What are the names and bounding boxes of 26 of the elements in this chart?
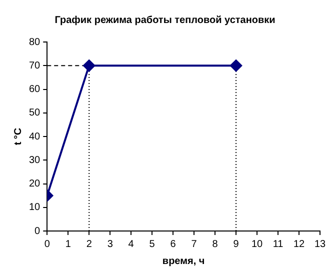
y-tick-label: 40 [29, 131, 41, 142]
x-tick-label: 13 [314, 238, 326, 250]
x-axis-title: время, ч [162, 256, 205, 267]
x-tick-label: 12 [293, 238, 306, 250]
x-tick-label: 6 [170, 238, 176, 250]
y-tick-label: 50 [29, 108, 41, 119]
x-tick-label: 3 [107, 238, 114, 250]
x-tick-label: 5 [149, 238, 156, 250]
y-tick-label: 80 [29, 36, 41, 48]
x-tick-label: 11 [272, 238, 284, 250]
x-tick-label: 1 [65, 238, 72, 250]
y-tick-label: 70 [29, 60, 41, 72]
y-tick-label: 20 [29, 178, 41, 190]
y-axis-title: t °C [12, 128, 24, 146]
x-tick-label: 7 [191, 238, 198, 250]
y-tick-label: 60 [29, 84, 41, 95]
x-tick-label: 2 [86, 238, 92, 250]
x-tick-label: 8 [212, 238, 218, 250]
y-tick-label: 0 [34, 226, 41, 237]
x-tick-label: 10 [251, 238, 264, 250]
x-tick-label: 4 [128, 238, 134, 250]
x-tick-label: 0 [44, 238, 50, 250]
chart-title: График режима работы тепловой установки [54, 14, 276, 26]
y-tick-label: 30 [29, 154, 41, 166]
x-tick-label: 9 [233, 238, 240, 250]
y-tick-label: 10 [29, 202, 41, 214]
